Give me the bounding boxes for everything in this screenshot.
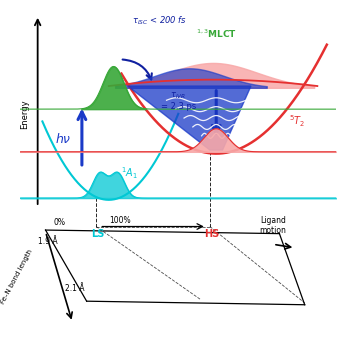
Text: 2.1 Å: 2.1 Å [64, 283, 84, 292]
Text: LS: LS [91, 229, 104, 239]
Text: $^5T_2$: $^5T_2$ [289, 114, 305, 129]
Text: $\tau_{ISC}$ < 200 fs: $\tau_{ISC}$ < 200 fs [132, 15, 187, 27]
Text: $^1A_1$: $^1A_1$ [121, 165, 138, 181]
Text: 1.9 Å: 1.9 Å [38, 237, 57, 246]
Text: hν: hν [56, 133, 70, 146]
Text: HS: HS [204, 229, 219, 239]
Text: $\tau_{IVR}$
= 2.3 ps: $\tau_{IVR}$ = 2.3 ps [161, 90, 196, 111]
Text: Energy: Energy [21, 100, 30, 129]
Text: 0%: 0% [54, 218, 65, 227]
Text: 100%: 100% [109, 216, 130, 225]
Text: Ligand
motion: Ligand motion [260, 216, 286, 235]
Polygon shape [128, 86, 251, 150]
Text: Fe–N bond length: Fe–N bond length [0, 248, 34, 305]
Text: $^{1,3}$MLCT: $^{1,3}$MLCT [196, 27, 237, 40]
